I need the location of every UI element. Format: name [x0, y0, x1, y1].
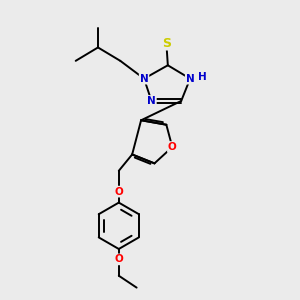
- Text: O: O: [168, 142, 177, 152]
- Text: S: S: [162, 37, 171, 50]
- Text: O: O: [114, 254, 123, 264]
- Text: O: O: [114, 187, 123, 196]
- Text: H: H: [198, 72, 207, 82]
- Text: N: N: [140, 74, 148, 84]
- Text: N: N: [186, 74, 194, 84]
- Text: N: N: [147, 96, 156, 106]
